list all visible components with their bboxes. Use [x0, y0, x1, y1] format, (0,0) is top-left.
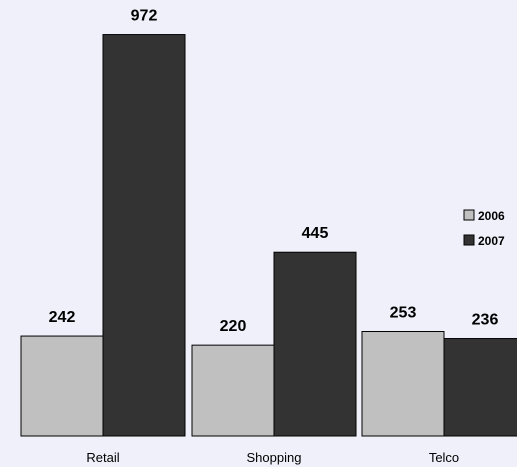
bar-shopping-2007 [273, 251, 357, 437]
data-label-telco-2007: 236 [472, 312, 499, 329]
data-label-telco-2006: 253 [390, 305, 417, 322]
category-label-retail: Retail [86, 450, 119, 465]
bar-shopping-2006 [191, 344, 275, 437]
bar-telco-2006 [361, 331, 445, 437]
legend-swatch-2006 [463, 209, 475, 221]
bar-telco-2007 [443, 338, 517, 437]
legend-label-2007: 2007 [478, 234, 505, 248]
legend-swatch-2007 [463, 234, 475, 246]
category-labels-layer: Retail Shopping Telco [86, 450, 459, 465]
bar-retail-2006 [20, 335, 104, 437]
data-label-shopping-2007: 445 [302, 225, 329, 242]
bar-retail-2007 [102, 34, 186, 437]
category-label-shopping: Shopping [247, 450, 302, 465]
bars-layer [20, 34, 517, 437]
data-label-shopping-2006: 220 [220, 318, 247, 335]
value-labels-layer: 242 972 220 445 253 236 [49, 8, 499, 336]
legend-label-2006: 2006 [478, 209, 505, 223]
legend: 2006 2007 [463, 209, 505, 248]
category-label-telco: Telco [429, 450, 459, 465]
data-label-retail-2007: 972 [131, 8, 158, 25]
data-label-retail-2006: 242 [49, 309, 76, 326]
